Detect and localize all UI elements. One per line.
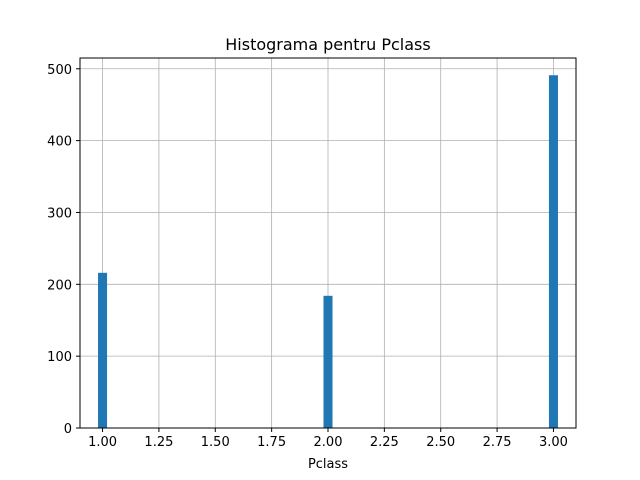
x-tick-label: 1.00 bbox=[88, 435, 117, 450]
x-tick-label: 2.75 bbox=[483, 435, 512, 450]
x-tick-label: 1.75 bbox=[257, 435, 286, 450]
bars bbox=[98, 75, 558, 428]
histogram-bar bbox=[323, 295, 333, 428]
x-axis-label: Pclass bbox=[308, 457, 348, 472]
x-tick-label: 3.00 bbox=[539, 435, 568, 450]
histogram-bar bbox=[98, 272, 108, 428]
x-tick-label: 2.25 bbox=[370, 435, 399, 450]
y-ticks: 0 100 200 300 400 500 bbox=[47, 63, 80, 437]
y-tick-label: 500 bbox=[47, 63, 72, 78]
y-tick-label: 400 bbox=[47, 135, 72, 150]
y-tick-label: 100 bbox=[47, 350, 72, 365]
x-tick-label: 1.50 bbox=[201, 435, 230, 450]
y-tick-label: 300 bbox=[47, 206, 72, 221]
x-tick-label: 1.25 bbox=[144, 435, 173, 450]
x-ticks: 1.00 1.25 1.50 1.75 2.00 2.25 2.50 2.75 3.00 bbox=[88, 428, 568, 450]
x-tick-label: 2.00 bbox=[314, 435, 343, 450]
y-tick-label: 0 bbox=[64, 422, 72, 437]
histogram-bar bbox=[548, 75, 558, 428]
x-tick-label: 2.50 bbox=[426, 435, 455, 450]
grid-lines bbox=[80, 58, 576, 429]
y-tick-label: 200 bbox=[47, 278, 72, 293]
chart-title: Histograma pentru Pclass bbox=[225, 35, 430, 54]
